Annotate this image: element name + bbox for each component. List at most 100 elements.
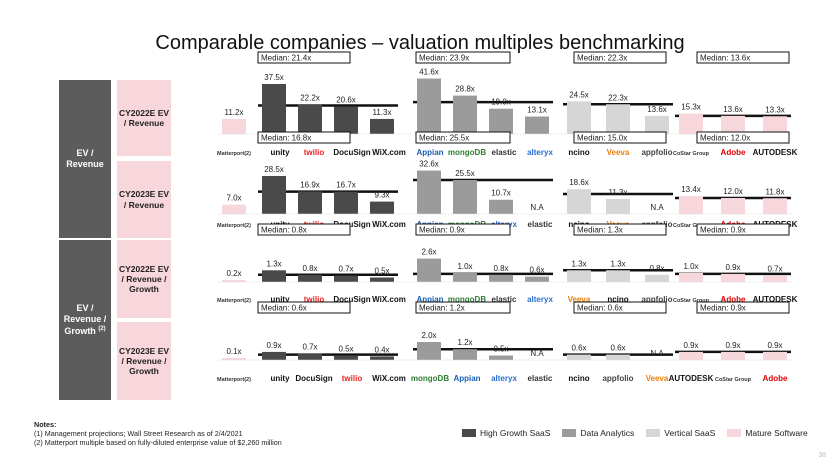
bar (262, 351, 286, 360)
company-logo: appfolio (641, 295, 672, 304)
data-label: 0.6x (571, 344, 586, 353)
bar (453, 95, 477, 134)
median-label: Median: 23.9x (419, 54, 469, 63)
bar (489, 274, 513, 282)
data-label: 0.9x (767, 341, 782, 350)
data-label: 12.0x (723, 187, 743, 196)
legend-swatch (646, 429, 661, 437)
bar (222, 358, 246, 360)
row-label-cy2022e-ev-revenue-growth: CY2022E EV / Revenue / Growth (117, 240, 171, 318)
legend-swatch (462, 429, 476, 437)
median-label: Median: 0.6x (577, 304, 623, 313)
row-label-cy2023e-ev-revenue-growth: CY2023E EV / Revenue / Growth (117, 322, 171, 400)
median-box (696, 301, 790, 314)
group-ev-revenue-growth: EV / Revenue / Growth (2) (59, 240, 111, 400)
company-logo: DocuSign (333, 295, 370, 304)
company-logo: appfolio (641, 148, 672, 157)
data-label: 1.2x (457, 338, 472, 347)
company-logo: AUTODESK (669, 374, 714, 383)
data-label: 13.6x (647, 105, 667, 114)
data-label: N.A (650, 349, 664, 358)
company-logo: twilio (342, 374, 363, 383)
bar (721, 198, 745, 214)
data-label: N.A (530, 349, 544, 358)
median-box (573, 301, 667, 314)
data-label: 13.3x (765, 105, 785, 114)
company-logo: twilio (304, 295, 325, 304)
median-box (415, 301, 511, 314)
company-logo: ncino (607, 295, 628, 304)
legend-swatch (562, 429, 577, 437)
data-label: 19.0x (491, 98, 511, 107)
data-label: 15.3x (681, 103, 701, 112)
bar (606, 270, 630, 282)
bar (370, 356, 394, 360)
bar (417, 170, 441, 214)
median-box (257, 301, 351, 314)
bar (453, 273, 477, 282)
bar (222, 119, 246, 134)
bar (645, 115, 669, 134)
data-label: 1.3x (610, 259, 625, 268)
legend: High Growth SaaS Data Analytics Vertical… (462, 428, 820, 438)
bar (298, 104, 322, 134)
company-logo: elastic (492, 295, 517, 304)
median-label: Median: 1.3x (577, 226, 623, 235)
bar (222, 204, 246, 214)
company-logo: unity (270, 374, 290, 383)
data-label: 11.3x (609, 188, 628, 197)
company-logo: ncino (568, 148, 589, 157)
company-logo: elastic (492, 148, 517, 157)
data-label: 28.5x (264, 165, 284, 174)
company-logo: Matterport(2) (217, 151, 251, 157)
data-label: 0.1x (226, 347, 241, 356)
data-label: 13.4x (681, 185, 701, 194)
data-label: 0.8x (649, 264, 664, 273)
bar (567, 189, 591, 214)
bar (525, 116, 549, 134)
company-logo: Matterport(2) (217, 298, 251, 304)
data-label: 0.8x (302, 264, 317, 273)
median-label: Median: 0.9x (700, 226, 746, 235)
company-logo: Matterport(2) (217, 377, 251, 383)
data-label: 0.9x (266, 341, 281, 350)
data-label: 0.4x (374, 345, 389, 354)
median-label: Median: 1.2x (419, 304, 465, 313)
median-label: Median: 0.8x (261, 226, 307, 235)
data-label: N.A (650, 203, 664, 212)
bar (721, 351, 745, 360)
company-logo: elastic (528, 220, 553, 229)
median-box (573, 223, 667, 236)
company-logo: Adobe (721, 295, 746, 304)
data-label: 0.6x (529, 266, 544, 275)
median-label: Median: 0.9x (700, 304, 746, 313)
bar (567, 354, 591, 360)
data-label: 1.0x (457, 262, 472, 271)
bar (763, 198, 787, 214)
data-label: 11.3x (373, 108, 392, 117)
company-logo: alteryx (527, 148, 553, 157)
data-label: 0.9x (725, 263, 740, 272)
median-box (696, 51, 790, 64)
company-logo: WiX.com (372, 295, 406, 304)
data-label: 18.6x (569, 178, 589, 187)
median-box (257, 223, 351, 236)
bar (262, 270, 286, 282)
company-logo: alteryx (491, 374, 517, 383)
bar (370, 201, 394, 214)
bar (489, 199, 513, 214)
bar (606, 104, 630, 134)
data-label: 7.0x (226, 194, 241, 203)
median-label: Median: 0.6x (261, 304, 307, 313)
company-logo: Adobe (763, 374, 788, 383)
data-label: 22.3x (608, 93, 628, 102)
data-label: 0.7x (338, 265, 353, 274)
legend-item: High Growth SaaS (462, 428, 550, 438)
data-label: 0.5x (338, 345, 353, 354)
data-label: 28.8x (455, 85, 475, 94)
bar (262, 176, 286, 214)
company-logo: WiX.com (372, 374, 406, 383)
data-label: 0.7x (302, 343, 317, 352)
note-line: (2) Matterport multiple based on fully-d… (34, 438, 282, 447)
